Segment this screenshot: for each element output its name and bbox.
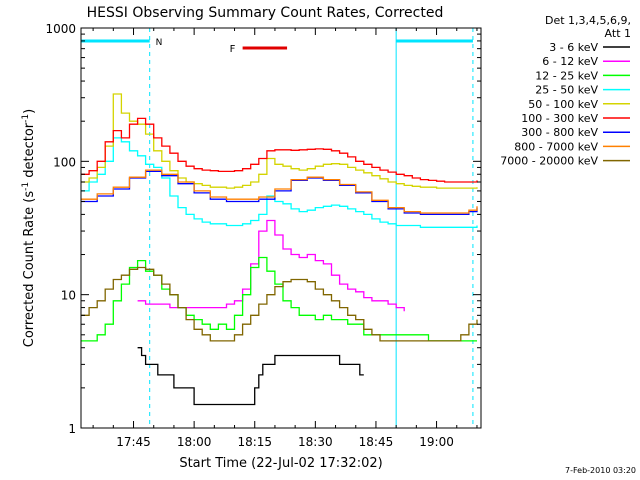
x-tick-label: 18:30 (298, 435, 333, 449)
y-axis-label: Corrected Count Rate (s-1 detector-1) (21, 109, 37, 347)
y-tick-label: 1000 (45, 22, 76, 36)
x-axis: 17:45 18:00 18:15 18:30 18:45 19:00 (92, 28, 478, 449)
x-tick-label: 18:45 (359, 435, 394, 449)
series-line-3-6-kev (137, 347, 364, 406)
legend-label: 50 - 100 keV (528, 98, 598, 111)
legend-label: 6 - 12 keV (542, 55, 598, 68)
legend-label: 25 - 50 keV (535, 84, 598, 97)
legend-label: 300 - 800 keV (521, 126, 598, 139)
series-line-7000-20000-kev (81, 266, 478, 342)
series-line-50-100-kev (81, 93, 478, 189)
series-line-25-50-kev (81, 137, 478, 228)
series-line-100-300-kev (81, 117, 478, 183)
y-tick-label: 1 (68, 422, 76, 436)
legend-label: 3 - 6 keV (549, 41, 598, 54)
chart-title: HESSI Observing Summary Count Rates, Cor… (87, 5, 444, 21)
legend-label: 100 - 300 keV (521, 112, 598, 125)
series-line-6-12-kev (137, 219, 405, 312)
x-tick-label: 17:45 (116, 435, 151, 449)
night-label: N (156, 38, 163, 48)
x-tick-label: 19:00 (419, 435, 454, 449)
x-axis-label: Start Time (22-Jul-02 17:32:02) (179, 456, 382, 471)
annotations: NF (80, 28, 474, 428)
series-group (81, 93, 478, 406)
footer-date: 7-Feb-2010 03:20 (565, 466, 636, 475)
legend-header-2: Att 1 (605, 27, 631, 40)
y-tick-label: 100 (53, 155, 76, 169)
legend-label: 7000 - 20000 keV (500, 155, 598, 168)
x-tick-label: 18:00 (177, 435, 212, 449)
series-line-800-7000-kev (81, 169, 478, 214)
legend-label: 800 - 7000 keV (514, 140, 598, 153)
plot-frame (80, 27, 482, 429)
y-axis: 1 10 100 1000 (45, 22, 481, 436)
y-tick-label: 10 (61, 289, 76, 303)
legend-label: 12 - 25 keV (535, 69, 598, 82)
series-line-12-25-kev (81, 256, 477, 342)
x-tick-label: 18:15 (237, 435, 272, 449)
flare-label: F (230, 44, 236, 55)
legend-header-1: Det 1,3,4,5,6,9, (545, 14, 631, 27)
